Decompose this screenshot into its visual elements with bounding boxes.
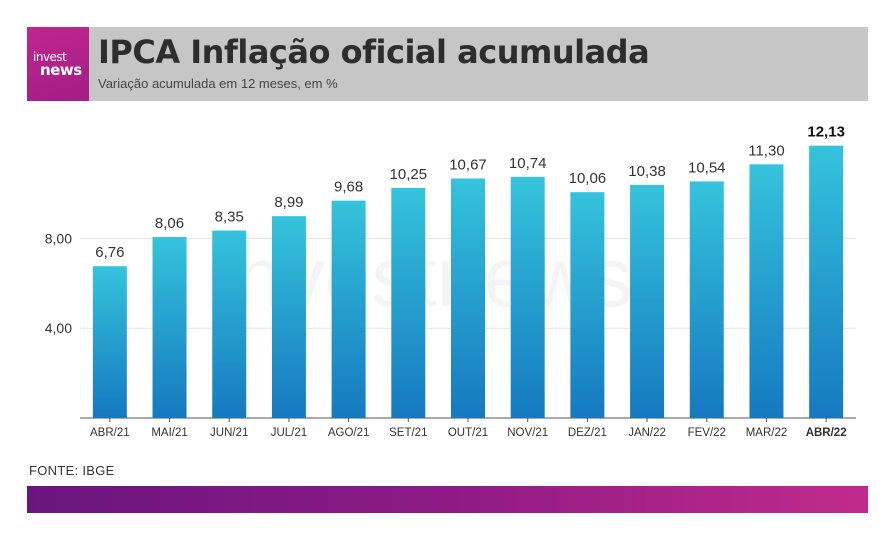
chart-header: invest news IPCA Inflação oficial acumul…	[27, 27, 868, 101]
footer-bar	[27, 486, 868, 513]
logo-text-invest: invest	[33, 50, 67, 64]
bar-dez-21	[570, 192, 605, 418]
x-tick-label: JAN/22	[628, 427, 666, 439]
value-label: 11,30	[748, 142, 784, 159]
value-label: 8,99	[274, 194, 303, 211]
value-label: 10,38	[628, 163, 666, 180]
value-label: 10,67	[449, 156, 487, 173]
value-label: 9,68	[334, 179, 363, 196]
x-tick-label: FEV/22	[688, 427, 726, 439]
chart-subtitle: Variação acumulada em 12 meses, em %	[98, 76, 338, 91]
bar-fev-22	[689, 181, 724, 418]
x-tick-label: SET/21	[389, 427, 427, 439]
bar-ago-21	[331, 200, 366, 418]
value-label: 10,74	[509, 155, 547, 172]
investnews-logo: invest news	[27, 27, 89, 101]
x-tick-label: MAI/21	[151, 427, 187, 439]
bar-set-21	[391, 187, 426, 418]
bar-abr-22	[809, 145, 844, 418]
value-label: 12,13	[807, 124, 845, 141]
bar-jan-22	[630, 184, 665, 418]
bar-mar-22	[749, 164, 784, 418]
value-label: 8,35	[215, 209, 244, 226]
value-label: 10,54	[688, 159, 726, 176]
x-tick-label: JUN/21	[210, 427, 248, 439]
source-note: FONTE: IBGE	[29, 463, 115, 478]
y-tick-label: 4,00	[45, 320, 72, 336]
logo-text-news: news	[40, 61, 82, 79]
x-tick-label: NOV/21	[507, 427, 548, 439]
value-label: 8,06	[155, 215, 184, 232]
chart-title: IPCA Inflação oficial acumulada	[98, 33, 650, 71]
x-tick-label: JUL/21	[271, 427, 307, 439]
value-label: 6,76	[95, 244, 124, 261]
bar-nov-21	[510, 176, 545, 418]
value-label: 10,06	[569, 170, 607, 187]
bar-jul-21	[271, 216, 306, 418]
x-tick-label: ABR/21	[90, 427, 130, 439]
bar-abr-21	[92, 266, 127, 418]
x-tick-label: MAR/22	[746, 427, 788, 439]
bar-jun-21	[212, 230, 247, 418]
x-tick-label: AGO/21	[328, 427, 370, 439]
x-tick-label: ABR/22	[806, 427, 847, 439]
value-label: 10,25	[390, 166, 428, 183]
bar-out-21	[451, 178, 485, 418]
y-tick-label: 8,00	[45, 230, 72, 246]
x-tick-label: OUT/21	[448, 427, 488, 439]
bar-mai-21	[152, 237, 187, 418]
x-tick-label: DEZ/21	[568, 427, 607, 439]
